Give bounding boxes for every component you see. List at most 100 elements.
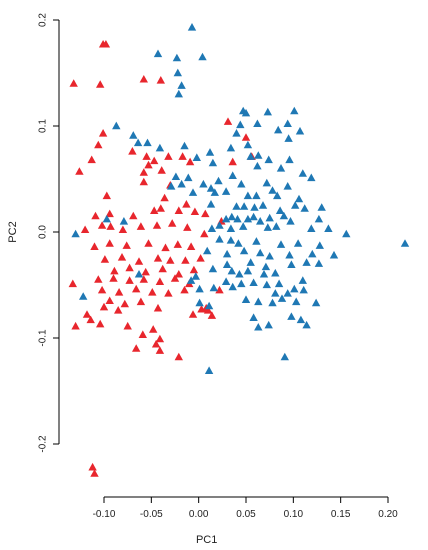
scatter-point-series-2 (79, 292, 88, 300)
scatter-point-series-1 (139, 177, 148, 186)
scatter-point-series-1 (173, 240, 182, 248)
scatter-point-series-2 (268, 186, 277, 194)
scatter-point-series-1 (125, 263, 134, 272)
scatter-point-series-2 (236, 120, 245, 129)
scatter-point-series-1 (180, 285, 189, 294)
scatter-point-series-2 (314, 214, 324, 223)
scatter-point-series-2 (153, 49, 163, 58)
scatter-point-series-2 (276, 240, 286, 248)
scatter-point-series-2 (254, 323, 263, 331)
scatter-point-series-2 (203, 246, 212, 255)
x-tick-label: 0.20 (378, 509, 398, 520)
x-tick-label: -0.10 (93, 509, 116, 520)
scatter-point-series-2 (239, 222, 248, 230)
scatter-point-series-2 (307, 224, 316, 232)
scatter-point-series-1 (174, 270, 183, 278)
scatter-point-series-1 (97, 221, 107, 229)
scatter-point-series-2 (243, 191, 253, 200)
scatter-point-series-2 (262, 178, 271, 187)
scatter-point-series-2 (71, 229, 80, 238)
scatter-point-series-1 (102, 191, 111, 200)
scatter-point-series-2 (302, 258, 311, 266)
scatter-point-series-1 (158, 264, 167, 273)
scatter-point-series-1 (241, 133, 251, 141)
scatter-point-series-1 (188, 310, 198, 318)
scatter-point-series-2 (228, 282, 237, 291)
scatter-point-series-2 (119, 217, 129, 225)
scatter-point-series-2 (209, 283, 218, 292)
scatter-point-series-1 (157, 166, 166, 174)
scatter-point-series-2 (264, 320, 273, 329)
scatter-point-series-1 (105, 296, 114, 304)
scatter-point-series-2 (243, 214, 253, 223)
scatter-point-series-2 (307, 173, 316, 182)
scatter-point-series-2 (315, 241, 324, 249)
y-tick-label: 0.1 (38, 119, 49, 133)
scatter-point-series-2 (208, 264, 218, 273)
scatter-point-series-2 (243, 140, 253, 149)
scatter-point-series-1 (156, 204, 165, 212)
scatter-point-series-2 (177, 81, 186, 89)
scatter-point-series-1 (132, 344, 141, 352)
scatter-point-series-2 (291, 201, 300, 209)
x-tick-label: -0.05 (140, 509, 163, 520)
scatter-point-series-2 (253, 161, 262, 170)
scatter-point-series-1 (200, 229, 209, 238)
scatter-point-series-1 (156, 76, 165, 84)
scatter-point-series-2 (275, 206, 285, 214)
scatter-point-series-2 (221, 277, 231, 285)
scatter-point-series-2 (204, 301, 214, 310)
scatter-point-series-1 (201, 209, 210, 218)
x-tick-label: 0.10 (284, 509, 304, 520)
scatter-point-series-2 (198, 52, 207, 61)
scatter-point-series-1 (123, 321, 132, 330)
scatter-point-series-2 (280, 352, 289, 361)
y-tick-label: 0.2 (38, 13, 49, 27)
scatter-point-series-1 (144, 160, 153, 169)
scatter-point-series-2 (272, 222, 281, 230)
scatter-point-series-1 (181, 256, 190, 264)
scatter-point-series-1 (182, 200, 191, 208)
scatter-point-series-1 (139, 275, 148, 283)
scatter-point-series-2 (265, 252, 274, 260)
scatter-point-series-2 (287, 312, 296, 320)
scatter-point-series-2 (283, 182, 292, 190)
scatter-point-series-2 (271, 289, 280, 297)
scatter-point-series-2 (205, 148, 215, 156)
scatter-point-series-2 (285, 250, 294, 259)
scatter-point-series-2 (283, 289, 292, 297)
scatter-point-series-1 (110, 266, 119, 275)
scatter-point-series-2 (184, 173, 193, 182)
scatter-point-series-1 (90, 469, 99, 477)
scatter-point-series-2 (342, 229, 351, 238)
scatter-point-series-1 (94, 275, 103, 283)
scatter-point-series-1 (190, 207, 200, 215)
scatter-point-series-1 (90, 242, 99, 250)
scatter-point-series-2 (237, 179, 246, 188)
scatter-point-series-1 (86, 315, 95, 324)
scatter-point-series-2 (233, 214, 242, 223)
scatter-point-series-1 (207, 311, 217, 319)
scatter-point-series-1 (99, 302, 109, 311)
scatter-point-series-1 (136, 222, 146, 230)
scatter-point-series-1 (185, 157, 195, 166)
scatter-point-series-1 (151, 339, 161, 348)
scatter-point-series-2 (290, 284, 299, 293)
scatter-point-series-2 (177, 179, 186, 188)
x-tick-label: 0.00 (189, 509, 209, 520)
scatter-point-series-1 (170, 274, 180, 282)
scatter-point-series-2 (284, 134, 293, 142)
scatter-point-series-1 (106, 222, 115, 230)
scatter-point-series-2 (180, 141, 189, 150)
scatter-point-series-2 (222, 260, 232, 268)
scatter-point-series-2 (256, 248, 265, 257)
scatter-point-series-2 (133, 138, 143, 147)
scatter-point-series-2 (300, 204, 309, 212)
scatter-point-series-2 (237, 279, 246, 288)
x-axis: -0.10 -0.05 0.00 0.05 0.10 0.15 0.20 (93, 496, 398, 520)
scatter-point-series-1 (109, 274, 118, 282)
scatter-point-series-1 (153, 303, 163, 312)
scatter-point-series-2 (243, 266, 253, 275)
scatter-point-series-2 (250, 203, 259, 211)
